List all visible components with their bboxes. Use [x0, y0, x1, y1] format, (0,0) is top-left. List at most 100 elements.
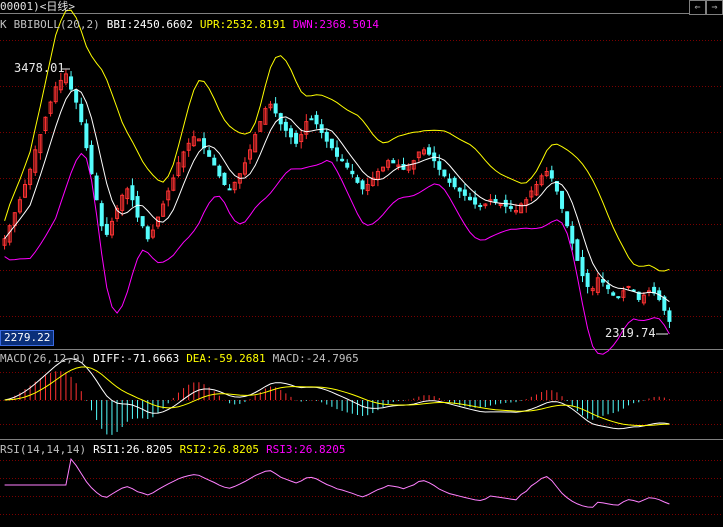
candle-body [74, 89, 79, 103]
candle-body [263, 108, 268, 125]
candle-body [421, 149, 426, 155]
next-page-button[interactable]: ⇒ [706, 0, 723, 15]
candle-body [508, 206, 513, 209]
candle-body [570, 225, 575, 244]
candle-body [534, 184, 539, 196]
dea-value: DEA:-59.2681 [186, 352, 266, 365]
diff-value: DIFF:-71.6663 [93, 352, 180, 365]
indicator-name[interactable]: MACD(26,12,9) [0, 352, 87, 365]
candle-body [304, 121, 309, 135]
indicator-name[interactable]: BBIBOLL(20,2) [13, 18, 100, 31]
arrow-right-icon: ⇒ [711, 2, 718, 13]
candle-body [268, 103, 273, 109]
candle-body [616, 296, 621, 299]
candle-body [324, 131, 329, 142]
candle-body [662, 296, 667, 311]
candle-body [202, 138, 207, 149]
candle-body [79, 103, 84, 123]
candle-body [196, 138, 201, 142]
macd-header: MACD(26,12,9) DIFF:-71.6663 DEA:-59.2681 MA… [0, 352, 366, 366]
candle-body [181, 151, 186, 168]
candle-body [600, 279, 605, 283]
candle-body [28, 168, 33, 186]
candle-body [299, 134, 304, 143]
candle-body [161, 203, 166, 217]
candle-body [611, 292, 616, 296]
candle-body [99, 203, 104, 227]
candle-body [130, 185, 135, 201]
candle-body [186, 142, 191, 151]
candle-body [248, 149, 253, 160]
candle-body [329, 138, 334, 149]
candle-body [529, 190, 534, 198]
candle-body [641, 294, 646, 304]
candle-body [519, 203, 524, 214]
bbi-line [4, 88, 670, 303]
dwn-line [4, 152, 670, 355]
current-price-box: 2279.22 [0, 330, 55, 346]
candle-body [89, 144, 94, 175]
candle-body [104, 223, 109, 235]
candle-body [171, 177, 176, 191]
candle-body [212, 157, 217, 166]
candle-body [319, 124, 324, 133]
rsi2-value: RSI2:26.8205 [179, 443, 260, 456]
window-title: 00001)<日线> [0, 0, 75, 13]
candle-body [53, 86, 58, 103]
candle-body [478, 204, 483, 207]
candle-body [636, 291, 641, 300]
rsi-line [4, 457, 670, 508]
candle-body [549, 170, 554, 179]
prev-page-button[interactable]: ⇐ [689, 0, 706, 15]
macd-value: MACD:-24.7965 [272, 352, 359, 365]
candle-body [38, 134, 43, 154]
candle-body [207, 150, 212, 157]
candle-body [2, 238, 7, 246]
candle-body [437, 161, 442, 170]
candle-body [314, 114, 319, 125]
candle-body [575, 239, 580, 261]
low-price-label: 2319.74 [605, 326, 656, 340]
candle-body [109, 220, 114, 236]
candle-body [355, 177, 360, 183]
candle-body [396, 164, 401, 168]
candle-body [370, 177, 375, 186]
candle-body [69, 76, 74, 90]
candle-body [191, 136, 196, 147]
candle-body [335, 147, 339, 157]
panel-prefix: K [0, 18, 7, 31]
indicator-name[interactable]: RSI(14,14,14) [0, 443, 87, 456]
candle-body [498, 203, 503, 206]
upr-line [4, 9, 670, 272]
candle-body [595, 277, 600, 293]
candle-body [442, 169, 447, 177]
candle-body [63, 73, 68, 84]
candle-body [115, 207, 120, 219]
candle-body [473, 197, 478, 205]
candle-body [483, 203, 488, 207]
candle-body [585, 272, 590, 287]
candle-body [350, 170, 355, 175]
candle-body [217, 165, 222, 177]
upr-value: UPR:2532.8191 [199, 18, 286, 31]
rsi3-value: RSI3:26.8205 [266, 443, 346, 456]
candle-body [626, 285, 631, 288]
candle-body [43, 116, 48, 132]
candle-body [606, 284, 611, 290]
candle-body [84, 123, 89, 149]
candle-body [340, 158, 345, 162]
candle-body [227, 188, 232, 191]
bbi-value: BBI:2450.6602 [106, 18, 193, 31]
rsi-header: RSI(14,14,14) RSI1:26.8205 RSI2:26.8205 RSI… [0, 443, 353, 457]
dwn-value: DWN:2368.5014 [292, 18, 379, 31]
candle-body [365, 184, 370, 192]
candle-body [288, 128, 293, 138]
candle-body [294, 132, 299, 144]
arrow-left-icon: ⇐ [694, 2, 701, 13]
candle-body [580, 256, 585, 277]
candle-body [452, 177, 457, 188]
candle-body [58, 79, 63, 91]
candle-body [94, 175, 99, 201]
candle-body [166, 190, 171, 201]
